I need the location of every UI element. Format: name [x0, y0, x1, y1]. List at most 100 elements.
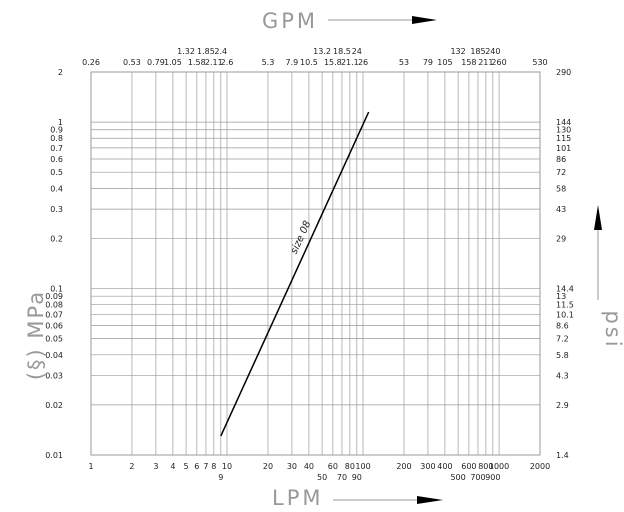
y-tick-label-right: 29 — [556, 234, 566, 243]
x-tick-label-bottom: 400 — [437, 462, 452, 471]
y-tick-label-right: 8.6 — [556, 321, 569, 330]
y-tick-label-left: 0.3 — [50, 205, 63, 214]
x-tick-label-bottom: 1000 — [489, 462, 509, 471]
y-tick-label-right: 14.4 — [556, 285, 574, 294]
y-tick-label-left: 0.02 — [45, 401, 63, 410]
x-tick-label-top: 1.05 — [164, 58, 182, 67]
x-tick-label-top: 158 — [461, 58, 476, 67]
y-tick-label-left: 0.4 — [50, 184, 63, 193]
x-tick-label-top: 0.26 — [82, 58, 100, 67]
x-tick-label-bottom: 1 — [88, 462, 93, 471]
y-tick-label-left: 0.6 — [50, 155, 63, 164]
y-tick-label-right: 10.1 — [556, 310, 574, 319]
x-tick-label-bottom: 8 — [211, 462, 216, 471]
x-tick-label-bottom: 70 — [337, 473, 347, 482]
y-axis-left-ticks: 2 10.90.80.7 0.6 0.5 0.4 0.3 0.2 0.10.090.08 0.0… — [45, 68, 63, 460]
y-tick-label-left: 0.03 — [45, 372, 63, 381]
x-tick-label-bottom: 3 — [153, 462, 158, 471]
y-tick-label-right: 2.9 — [556, 401, 569, 410]
x-tick-label-top: 53 — [399, 58, 409, 67]
y-tick-label-left: 0.09 — [45, 292, 63, 301]
y-tick-label-left: 1 — [58, 118, 63, 127]
x-tick-label-bottom: 500 — [450, 473, 465, 482]
x-tick-label-bottom: 2 — [129, 462, 134, 471]
x-tick-label-top: 26 — [358, 58, 368, 67]
y-tick-label-right: 5.8 — [556, 351, 569, 360]
y-tick-label-right: 86 — [556, 155, 566, 164]
y-tick-label-left: 0.1 — [50, 285, 63, 294]
plot-frame — [90, 71, 541, 456]
x-tick-label-bottom: 50 — [317, 473, 327, 482]
x-tick-label-top: 7.9 — [286, 58, 299, 67]
y-tick-label-left: 0.08 — [45, 301, 63, 310]
x-tick-label-bottom: 2000 — [530, 462, 550, 471]
x-tick-label-bottom: 20 — [263, 462, 273, 471]
x-tick-label-top: 105 — [437, 58, 452, 67]
x-tick-label-top: 13.2 — [313, 47, 331, 56]
x-tick-label-top: 132 — [450, 47, 465, 56]
x-tick-label-top: 0.79 — [147, 58, 165, 67]
y-tick-label-left: 2 — [58, 68, 63, 77]
y-tick-label-right: 101 — [556, 144, 571, 153]
series-label: size 08 — [289, 219, 314, 256]
x-tick-label-bottom: 200 — [396, 462, 411, 471]
series-line — [220, 111, 370, 437]
y-tick-label-left: 0.2 — [50, 234, 63, 243]
x-tick-label-top: 530 — [532, 58, 547, 67]
x-tick-label-top: 240 — [485, 47, 500, 56]
axis-title-top: GPM — [262, 9, 318, 33]
y-tick-label-right: 11.5 — [556, 301, 574, 310]
y-tick-label-right: 1.4 — [556, 451, 569, 460]
y-tick-label-left: 0.06 — [45, 321, 63, 330]
x-axis-top-ticks: 0.26 0.53 0.79 1.05 1.32 1.58 1.85 2.11 2.4 2.6 5.… — [82, 47, 548, 67]
x-tick-label-top: 0.53 — [123, 58, 141, 67]
x-tick-label-bottom: 700 — [470, 473, 485, 482]
x-tick-label-bottom: 7 — [203, 462, 208, 471]
x-tick-label-bottom: 90 — [352, 473, 362, 482]
arrow-right-icon — [328, 16, 437, 24]
axis-title-bottom: LPM — [272, 486, 323, 510]
chart-grid — [90, 71, 541, 456]
x-tick-label-bottom: 60 — [328, 462, 338, 471]
y-tick-label-left: 0.05 — [45, 335, 63, 344]
x-tick-label-top: 79 — [423, 58, 433, 67]
x-tick-label-top: 211 — [478, 58, 493, 67]
x-tick-label-bottom: 30 — [287, 462, 297, 471]
arrow-up-icon — [594, 205, 602, 300]
y-tick-label-left: 0.9 — [50, 126, 63, 135]
series-layer: size 08 — [220, 111, 370, 437]
x-tick-label-top: 5.3 — [262, 58, 275, 67]
y-tick-label-right: 7.2 — [556, 335, 569, 344]
axis-title-left: (§) MPa — [24, 290, 48, 380]
x-tick-label-bottom: 800 — [478, 462, 493, 471]
y-tick-label-right: 4.3 — [556, 372, 569, 381]
y-tick-label-right: 130 — [556, 126, 571, 135]
y-tick-label-right: 43 — [556, 205, 566, 214]
x-tick-label-top: 24 — [352, 47, 362, 56]
x-tick-label-top: 185 — [470, 47, 485, 56]
y-tick-label-left: 0.7 — [50, 144, 63, 153]
x-tick-label-bottom: 40 — [304, 462, 314, 471]
x-tick-label-bottom: 80 — [345, 462, 355, 471]
y-tick-label-left: 0.8 — [50, 134, 63, 143]
x-tick-label-bottom: 9 — [218, 473, 223, 482]
x-tick-label-top: 2.4 — [214, 47, 227, 56]
y-tick-label-right: 58 — [556, 184, 566, 193]
x-tick-label-top: 18.5 — [333, 47, 351, 56]
y-tick-label-right: 72 — [556, 168, 566, 177]
x-tick-label-top: 21.1 — [341, 58, 359, 67]
y-tick-label-left: 0.5 — [50, 168, 63, 177]
y-tick-label-left: 0.04 — [45, 351, 63, 360]
x-tick-label-top: 260 — [491, 58, 506, 67]
y-tick-label-right: 290 — [556, 68, 571, 77]
x-tick-label-bottom: 6 — [194, 462, 199, 471]
x-tick-label-top: 1.32 — [177, 47, 195, 56]
x-tick-label-bottom: 300 — [420, 462, 435, 471]
x-tick-label-bottom: 600 — [461, 462, 476, 471]
y-tick-label-right: 13 — [556, 292, 566, 301]
axis-title-right: psi — [601, 310, 624, 349]
x-tick-label-bottom: 100 — [355, 462, 370, 471]
